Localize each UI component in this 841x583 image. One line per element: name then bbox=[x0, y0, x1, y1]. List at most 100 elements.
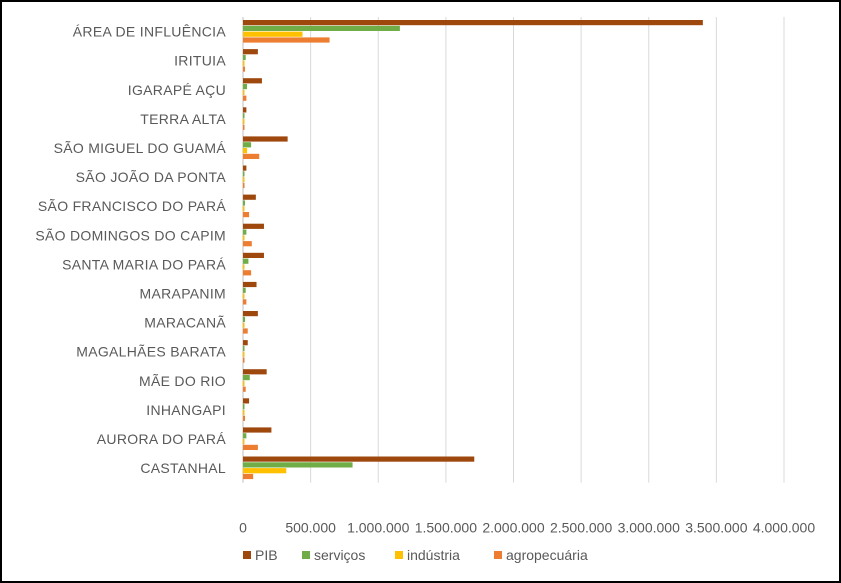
bar-pib bbox=[243, 194, 256, 200]
bar-servicos bbox=[243, 25, 400, 31]
category-label: INHANGAPI bbox=[146, 402, 226, 418]
bar-pib bbox=[243, 398, 250, 404]
bar-pib bbox=[243, 78, 262, 84]
legend: PIB serviços indústria agropecuária bbox=[243, 547, 588, 563]
bar-industria bbox=[243, 89, 245, 95]
bar-pib bbox=[243, 20, 703, 26]
category-labels: ÁREA DE INFLUÊNCIA IRITUIA IGARAPÉ AÇU TERR… bbox=[35, 24, 227, 476]
bar-agropecuaria bbox=[243, 124, 245, 130]
bar-agropecuaria bbox=[243, 182, 245, 189]
category-label: IRITUIA bbox=[174, 53, 226, 69]
bar-servicos bbox=[243, 433, 247, 439]
bar-industria bbox=[243, 31, 303, 37]
bar-pib bbox=[243, 136, 288, 142]
legend-label: PIB bbox=[255, 547, 278, 563]
bar-servicos bbox=[243, 84, 248, 90]
bar-agropecuaria bbox=[243, 95, 247, 101]
x-tick-label: 1.000.000 bbox=[347, 520, 409, 536]
bar-industria bbox=[243, 351, 245, 357]
category-label: TERRA ALTA bbox=[140, 111, 226, 127]
bar-servicos bbox=[243, 287, 246, 293]
category-label: SÃO MIGUEL DO GUAMÁ bbox=[54, 140, 227, 156]
bar-pib bbox=[243, 252, 264, 258]
bar-pib bbox=[243, 107, 247, 113]
bar-pib bbox=[243, 311, 258, 317]
category-label: MARACANÃ bbox=[144, 315, 226, 331]
x-tick-label: 2.500.000 bbox=[550, 520, 612, 536]
bar-industria bbox=[243, 409, 245, 416]
x-tick-label: 500.000 bbox=[285, 520, 336, 536]
x-tick-label: 0 bbox=[239, 520, 247, 536]
category-label: SANTA MARIA DO PARÁ bbox=[62, 256, 226, 272]
bar-servicos bbox=[243, 200, 246, 206]
category-label: SÃO DOMINGOS DO CAPIM bbox=[35, 227, 226, 243]
bar-pib bbox=[243, 340, 248, 346]
bar-agropecuaria bbox=[243, 212, 250, 218]
bar-agropecuaria bbox=[243, 473, 254, 480]
bar-industria bbox=[243, 439, 245, 445]
bar-industria bbox=[243, 468, 287, 474]
bar-industria bbox=[243, 264, 245, 270]
bar-agropecuaria bbox=[243, 37, 330, 43]
bar-industria bbox=[243, 148, 248, 154]
category-label: SÃO FRANCISCO DO PARÁ bbox=[38, 198, 226, 214]
category-label: MARAPANIM bbox=[140, 285, 226, 301]
legend-swatch bbox=[494, 551, 502, 559]
bar-agropecuaria bbox=[243, 357, 245, 363]
x-tick-label: 1.500.000 bbox=[415, 520, 477, 536]
bar-servicos bbox=[243, 54, 246, 61]
category-label: ÁREA DE INFLUÊNCIA bbox=[73, 24, 227, 40]
bar-pib bbox=[243, 281, 257, 288]
bar-servicos bbox=[243, 171, 245, 177]
legend-label: indústria bbox=[407, 547, 460, 563]
legend-label: agropecuária bbox=[506, 547, 588, 563]
x-tick-label: 3.500.000 bbox=[685, 520, 747, 536]
category-label: AURORA DO PARÁ bbox=[97, 431, 227, 447]
x-tick-label: 4.000.000 bbox=[753, 520, 815, 536]
bar-servicos bbox=[243, 375, 250, 381]
category-label: CASTANHAL bbox=[140, 460, 226, 476]
bar-servicos bbox=[243, 229, 247, 235]
bar-agropecuaria bbox=[243, 415, 246, 421]
category-label: IGARAPÉ AÇU bbox=[128, 82, 226, 98]
x-axis-tick-labels: 0 500.000 1.000.000 1.500.000 2.000.000 2.500… bbox=[239, 520, 815, 536]
category-label: MÃE DO RIO bbox=[139, 373, 226, 389]
bar-servicos bbox=[243, 462, 353, 468]
bar-agropecuaria bbox=[243, 328, 248, 334]
bars bbox=[243, 20, 703, 480]
bar-servicos bbox=[243, 258, 249, 264]
bar-industria bbox=[243, 118, 245, 125]
bar-servicos bbox=[243, 345, 245, 352]
bar-agropecuaria bbox=[243, 270, 252, 276]
bar-industria bbox=[243, 235, 245, 241]
bar-industria bbox=[243, 380, 245, 386]
bar-servicos bbox=[243, 316, 246, 322]
bar-pib bbox=[243, 369, 267, 375]
bar-pib bbox=[243, 49, 258, 55]
bar-agropecuaria bbox=[243, 66, 246, 72]
legend-swatch bbox=[243, 551, 251, 559]
category-label: MAGALHÃES BARATA bbox=[76, 344, 226, 360]
x-tick-label: 2.000.000 bbox=[482, 520, 544, 536]
x-tick-label: 3.000.000 bbox=[618, 520, 680, 536]
bar-agropecuaria bbox=[243, 444, 258, 450]
bar-agropecuaria bbox=[243, 241, 252, 247]
bar-industria bbox=[243, 60, 245, 66]
bar-agropecuaria bbox=[243, 299, 247, 305]
bar-pib bbox=[243, 223, 264, 229]
legend-swatch bbox=[395, 551, 403, 559]
legend-swatch bbox=[302, 551, 310, 559]
legend-label: serviços bbox=[314, 547, 365, 563]
bar-pib bbox=[243, 427, 272, 433]
bar-industria bbox=[243, 293, 245, 299]
bar-servicos bbox=[243, 113, 245, 119]
bar-industria bbox=[243, 206, 245, 212]
bar-pib bbox=[243, 165, 247, 171]
bar-servicos bbox=[243, 404, 245, 410]
bar-servicos bbox=[243, 142, 252, 148]
category-label: SÃO JOÃO DA PONTA bbox=[76, 169, 227, 185]
bar-pib bbox=[243, 456, 475, 462]
bar-agropecuaria bbox=[243, 153, 260, 159]
